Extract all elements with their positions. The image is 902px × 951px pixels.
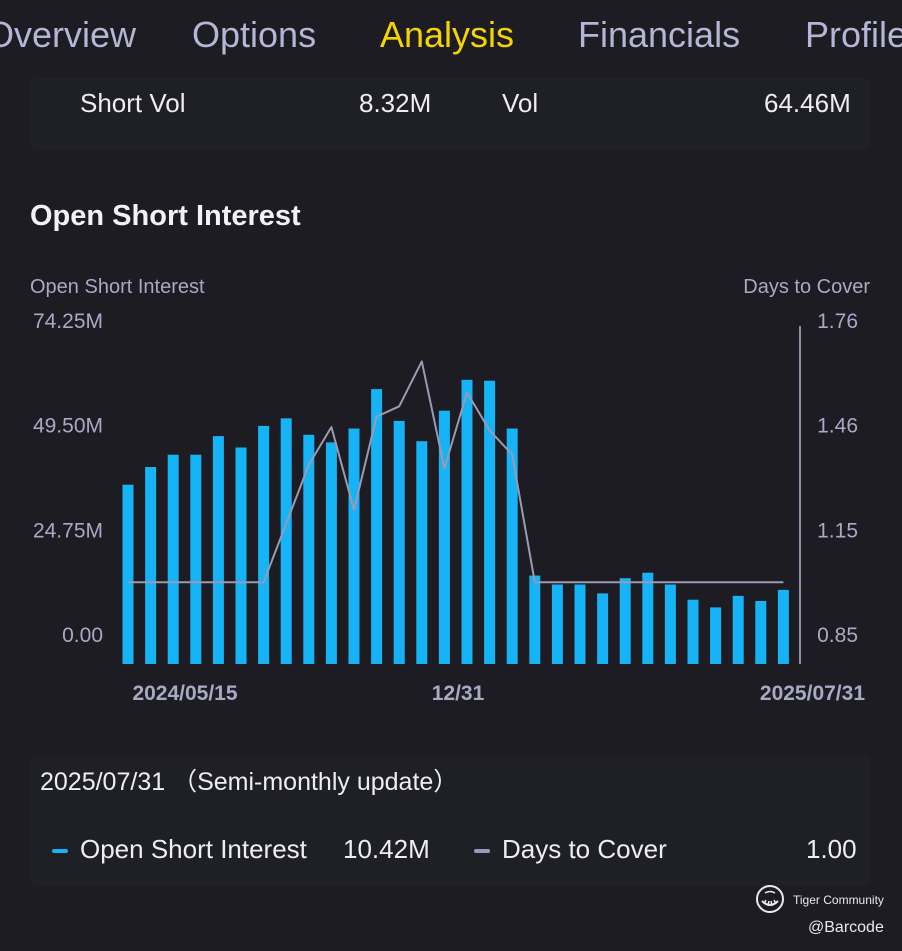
bar	[348, 428, 360, 664]
watermark-brand: Tiger Community	[793, 893, 884, 907]
tab-analysis[interactable]: Analysis	[380, 14, 515, 55]
right-tick-label: 1.76	[817, 310, 858, 333]
vol-label: Vol	[502, 88, 539, 118]
left-tick-label: 74.25M	[33, 310, 103, 333]
watermark-handle: @Barcode	[808, 919, 884, 936]
bar	[551, 584, 563, 664]
bar	[506, 428, 518, 664]
right-tick-label: 1.15	[817, 519, 858, 542]
bar	[732, 595, 744, 664]
x-tick-label: 12/31	[432, 682, 485, 705]
bar	[190, 454, 202, 664]
osi-legend-swatch	[52, 849, 68, 853]
right-axis-ticks: 1.76 1.46 1.15 0.85	[817, 310, 858, 647]
left-axis-ticks: 74.25M 49.50M 24.75M 0.00	[33, 310, 103, 647]
bar	[258, 425, 270, 664]
short-vol-value: 8.32M	[359, 88, 432, 118]
osi-legend-label: Open Short Interest	[80, 834, 307, 864]
vol-value: 64.46M	[764, 88, 851, 118]
bar	[687, 599, 699, 664]
section-title: Open Short Interest	[30, 200, 301, 232]
bar	[574, 584, 586, 664]
bar	[710, 607, 722, 664]
dtc-legend-label: Days to Cover	[502, 834, 667, 864]
bar	[664, 584, 676, 664]
tab-profile[interactable]: Profile	[805, 14, 902, 55]
bar	[484, 380, 496, 664]
bar	[642, 572, 654, 664]
x-axis-ticks: 2024/05/15 12/31 2025/07/31	[132, 682, 865, 705]
dtc-legend-swatch	[474, 849, 490, 853]
tab-bar: Overview Options Analysis Financials Pro…	[0, 0, 902, 80]
tiger-logo-icon	[756, 885, 784, 913]
bar	[393, 420, 405, 664]
bar	[755, 601, 767, 664]
days-to-cover-line	[128, 360, 784, 584]
bar	[145, 467, 157, 664]
bar	[325, 442, 337, 664]
right-tick-label: 0.85	[817, 624, 858, 647]
bar-series	[122, 379, 789, 664]
bar	[777, 589, 789, 664]
bar	[597, 593, 609, 664]
bar	[461, 379, 473, 664]
volume-summary: Short Vol 8.32M Vol 64.46M	[30, 78, 870, 150]
bar	[303, 434, 315, 664]
bar	[371, 389, 383, 664]
short-vol-label: Short Vol	[80, 88, 186, 118]
osi-legend-value: 10.42M	[343, 834, 430, 864]
bar	[529, 575, 541, 664]
right-tick-label: 1.46	[817, 415, 858, 438]
legend-box: 2025/07/31 （Semi-monthly update） Open Sh…	[30, 756, 870, 886]
tab-options[interactable]: Options	[192, 14, 317, 55]
x-tick-label: 2024/05/15	[132, 682, 237, 705]
bar	[619, 578, 631, 664]
left-tick-label: 49.50M	[33, 415, 103, 438]
update-date: 2025/07/31 （Semi-monthly update）	[40, 768, 459, 796]
dtc-legend-value: 1.00	[806, 834, 857, 864]
tab-financials[interactable]: Financials	[578, 14, 741, 55]
bar	[122, 484, 134, 664]
left-axis-title: Open Short Interest	[30, 276, 205, 298]
bar	[235, 447, 247, 664]
left-tick-label: 0.00	[62, 624, 103, 647]
bar	[280, 418, 292, 664]
x-tick-label: 2025/07/31	[760, 682, 865, 705]
bar	[416, 441, 428, 664]
right-axis-title: Days to Cover	[743, 276, 870, 298]
short-interest-chart: Open Short Interest Days to Cover 74.25M…	[30, 276, 870, 705]
bar	[212, 436, 224, 664]
bar	[167, 454, 179, 664]
tab-overview[interactable]: Overview	[0, 14, 137, 55]
left-tick-label: 24.75M	[33, 519, 103, 542]
bar	[438, 410, 450, 664]
